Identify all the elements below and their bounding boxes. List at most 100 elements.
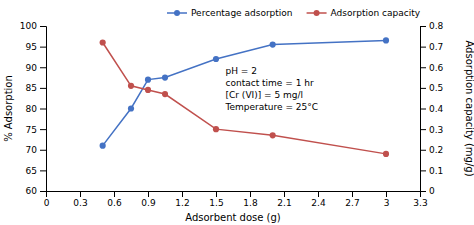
tick: 60 (26, 186, 46, 196)
tick: 0.9 (141, 191, 156, 208)
tick-label: 2.7 (345, 198, 359, 208)
tick-label: 0.3 (73, 198, 87, 208)
point (162, 74, 168, 80)
tick-label: 70 (26, 145, 38, 155)
annotation-line: contact time = 1 hr (226, 78, 314, 88)
tick-label: 0.2 (429, 145, 443, 155)
legend-marker (174, 10, 180, 16)
point (383, 37, 389, 43)
tick-mark (420, 150, 426, 151)
y2-axis: 0 0.1 0.2 0.3 0.4 0.5 0.6 0.7 0.8 (420, 21, 444, 196)
tick: 0.6 (420, 63, 444, 73)
tick: 3.3 (413, 191, 427, 208)
tick-label: 95 (26, 42, 37, 52)
series-line (103, 40, 386, 145)
point (145, 87, 151, 93)
point (145, 77, 151, 83)
tick: 3 (384, 191, 390, 208)
tick-label: 0.4 (429, 104, 444, 114)
legend-label: Percentage adsorption (191, 8, 293, 18)
tick: 75 (26, 125, 46, 135)
tick: 0.7 (420, 42, 443, 52)
tick-label: 1.2 (175, 198, 189, 208)
tick-label: 0.7 (429, 42, 443, 52)
tick-mark (80, 191, 81, 197)
tick: 0 (420, 186, 435, 196)
tick-label: 0.8 (429, 21, 444, 31)
tick: 0.2 (420, 145, 443, 155)
tick-mark (250, 191, 251, 197)
tick: 0 (44, 191, 50, 208)
tick-label: 0.6 (107, 198, 122, 208)
tick-mark (420, 170, 426, 171)
annotation-line: pH = 2 (226, 66, 257, 76)
tick-mark (40, 170, 46, 171)
tick-mark (40, 150, 46, 151)
tick: 2.1 (277, 191, 291, 208)
tick: 65 (26, 166, 46, 176)
point (162, 91, 168, 97)
point (270, 41, 276, 47)
tick: 100 (20, 21, 46, 31)
annotation-line: Temperature = 25°C (225, 102, 319, 112)
legend-item: Percentage adsorption (167, 8, 293, 18)
tick-label: 60 (26, 186, 38, 196)
tick-mark (420, 109, 426, 110)
point (213, 56, 219, 62)
x-axis: 00.30.60.91.21.51.82.12.42.733.3 (44, 191, 428, 208)
legend: Percentage adsorption Adsorption capacity (167, 8, 421, 18)
tick-mark (182, 191, 183, 197)
tick: 1.8 (243, 191, 258, 208)
series-line (103, 43, 386, 154)
tick-label: 0.6 (429, 63, 444, 73)
y2-axis-title: Adsorption capacity (mg/g) (464, 40, 474, 176)
tick-label: 0 (429, 186, 435, 196)
tick: 0.1 (420, 166, 443, 176)
tick-mark (40, 67, 46, 68)
point (128, 83, 134, 89)
tick-label: 0.1 (429, 166, 443, 176)
tick: 0.6 (107, 191, 122, 208)
tick-mark (40, 88, 46, 89)
legend-marker (314, 10, 320, 16)
tick-label: 1.8 (243, 198, 258, 208)
tick-mark (216, 191, 217, 197)
tick-label: 0.5 (429, 83, 443, 93)
point (100, 143, 106, 149)
tick-mark (352, 191, 353, 197)
tick-mark (40, 129, 46, 130)
tick: 0.4 (420, 104, 444, 114)
annotation: pH = 2contact time = 1 hr[Cr (VI)] = 5 m… (225, 66, 319, 112)
plot: 00.30.60.91.21.51.82.12.42.733.360657075… (20, 21, 444, 208)
tick: 90 (26, 63, 46, 73)
tick: 1.2 (175, 191, 189, 208)
tick-label: 100 (20, 21, 37, 31)
marks (100, 37, 390, 157)
tick-label: 3.3 (413, 198, 427, 208)
axis-line (47, 192, 421, 198)
tick-mark (40, 26, 46, 27)
tick-mark (420, 191, 426, 192)
point (128, 105, 134, 111)
chart: 00.30.60.91.21.51.82.12.42.733.360657075… (0, 0, 474, 225)
tick-label: 75 (26, 125, 37, 135)
y-axis-title: % Adsorption (3, 75, 14, 142)
tick: 0.8 (420, 21, 444, 31)
tick: 85 (26, 83, 46, 93)
tick-mark (40, 47, 46, 48)
tick-label: 0.3 (429, 125, 443, 135)
tick-label: 65 (26, 166, 37, 176)
tick-mark (40, 109, 46, 110)
tick-mark (420, 67, 426, 68)
tick-mark (420, 88, 426, 89)
tick-label: 90 (26, 63, 38, 73)
legend-item: Adsorption capacity (307, 8, 421, 18)
point (270, 132, 276, 138)
tick-mark (318, 191, 319, 197)
tick: 0.5 (420, 83, 443, 93)
tick-label: 1.5 (209, 198, 223, 208)
tick-label: 80 (26, 104, 38, 114)
tick-mark (284, 191, 285, 197)
axis-line (421, 27, 427, 192)
tick-label: 3 (384, 198, 390, 208)
